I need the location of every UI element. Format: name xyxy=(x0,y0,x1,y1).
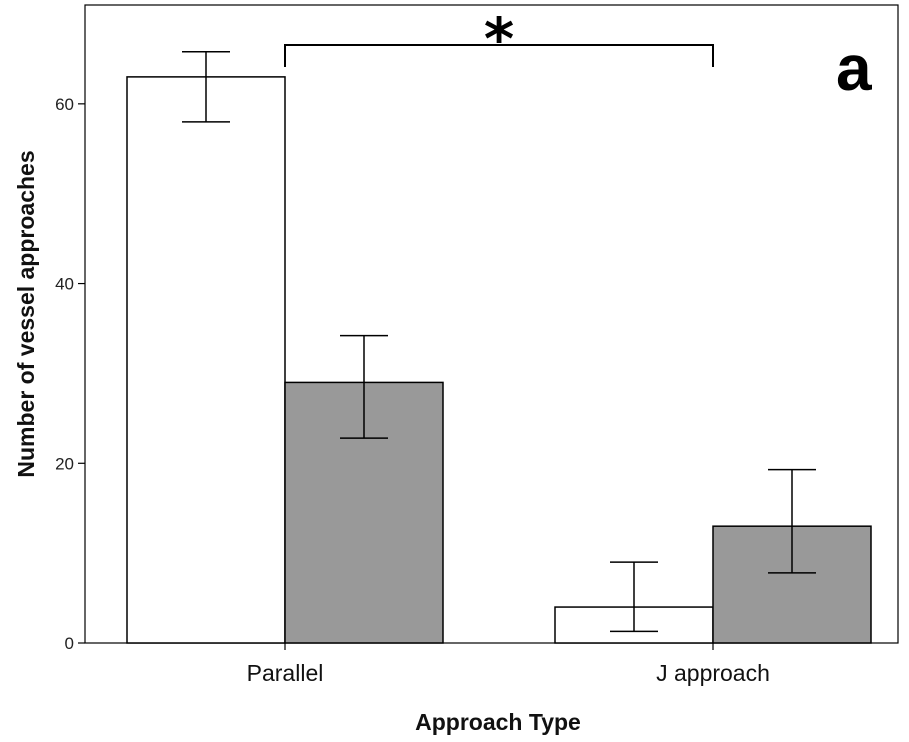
y-axis-title: Number of vessel approaches xyxy=(13,150,39,477)
plot-frame xyxy=(84,4,899,644)
x-tick-label-1: J approach xyxy=(656,660,770,686)
error-bar-s0-c0 xyxy=(182,50,230,123)
x-axis-title: Approach Type xyxy=(415,709,581,735)
significance-bracket-0: * xyxy=(284,5,714,73)
axes: 0 20 40 60 Parallel J approach xyxy=(55,4,899,686)
bar-s0-c0 xyxy=(126,76,286,644)
error-bars xyxy=(182,50,816,633)
significance-star: * xyxy=(484,5,514,73)
y-tick-label-0: 0 xyxy=(65,634,74,653)
annotations: * xyxy=(284,5,714,73)
error-bar-s1-c0 xyxy=(340,334,388,439)
y-tick-label-2: 40 xyxy=(55,275,74,294)
error-bar-s1-c1 xyxy=(768,468,816,574)
panel-letter: a xyxy=(836,32,872,104)
bars xyxy=(126,76,872,644)
y-tick-label-1: 20 xyxy=(55,454,74,473)
error-bar-s0-c1 xyxy=(610,561,658,633)
y-tick-label-3: 60 xyxy=(55,95,74,114)
x-tick-label-0: Parallel xyxy=(247,660,324,686)
